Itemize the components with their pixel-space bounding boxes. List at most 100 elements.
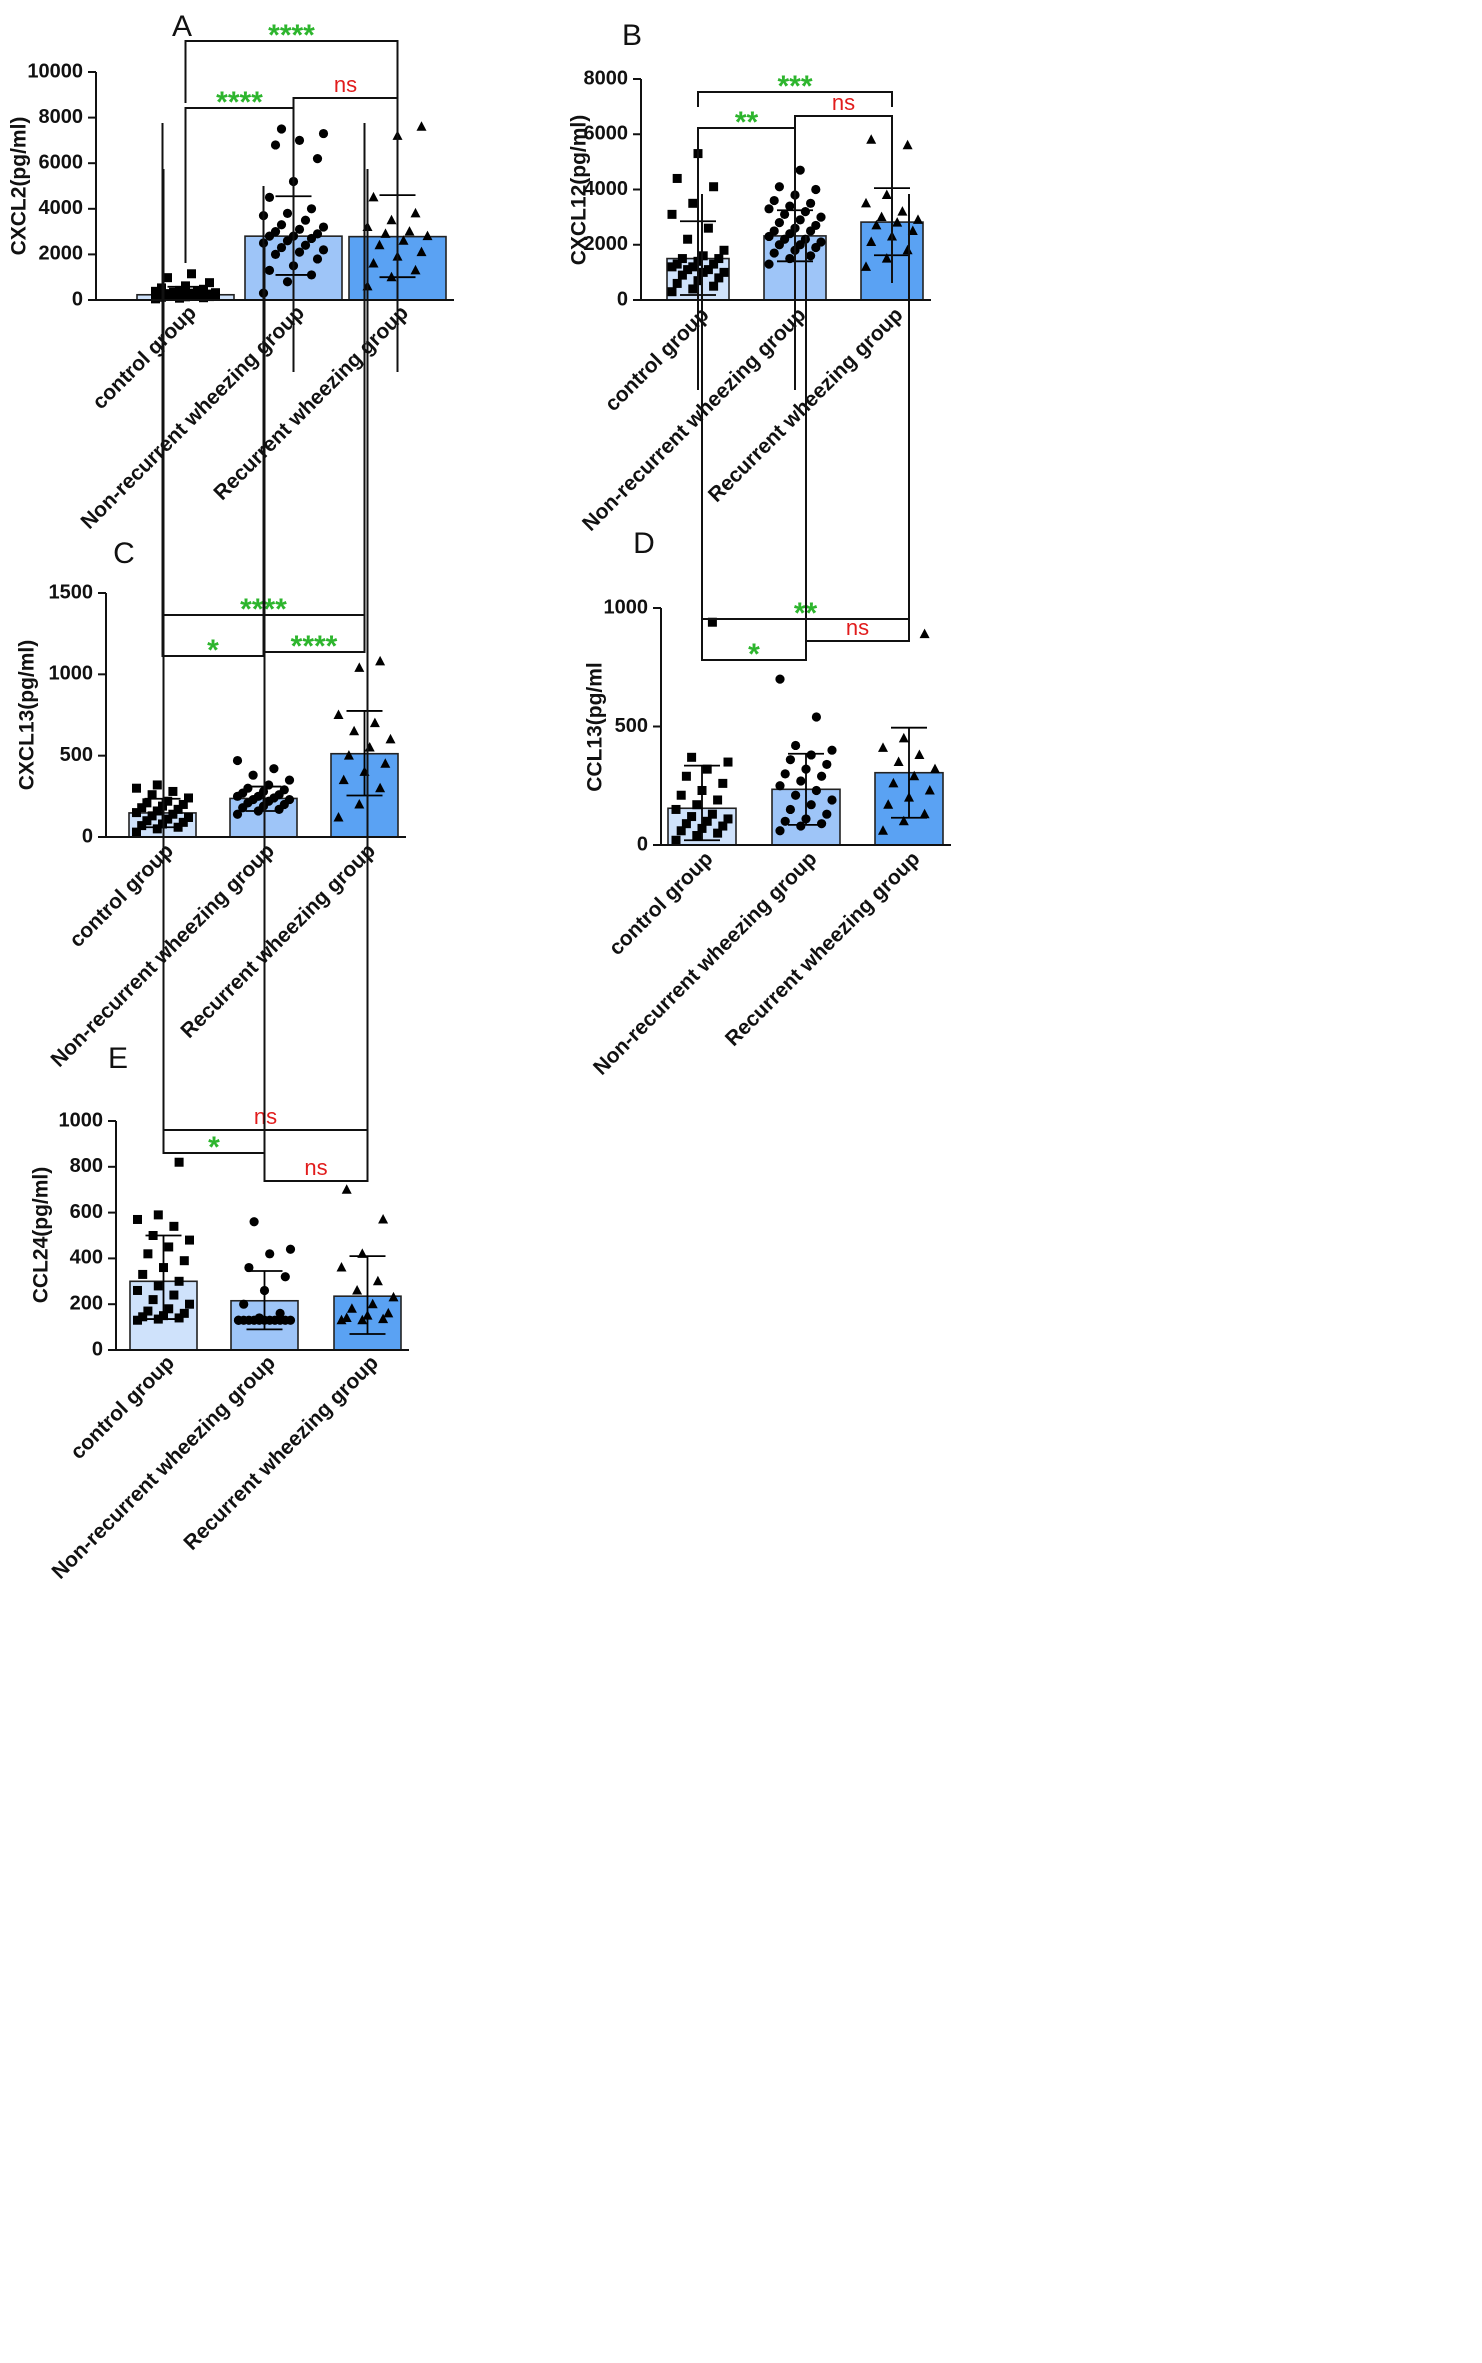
data-point bbox=[709, 182, 719, 192]
data-point bbox=[876, 211, 887, 222]
data-point bbox=[187, 288, 196, 298]
data-point bbox=[688, 198, 698, 208]
data-point bbox=[312, 229, 323, 239]
data-point bbox=[137, 803, 147, 813]
data-point bbox=[168, 786, 178, 796]
bracket-line bbox=[184, 40, 399, 103]
y-tick-label: 2000 bbox=[39, 243, 84, 265]
data-point bbox=[164, 1304, 174, 1314]
data-point bbox=[276, 124, 287, 134]
y-axis-label: CXCL2(pg/ml) bbox=[8, 117, 31, 256]
bracket-line bbox=[805, 388, 910, 642]
data-point bbox=[698, 267, 708, 277]
data-point bbox=[152, 806, 162, 816]
data-point bbox=[185, 1235, 194, 1245]
data-point bbox=[318, 128, 329, 139]
x-tick-label: Non-recurrent wheezing group bbox=[48, 1351, 280, 1583]
data-point bbox=[386, 214, 397, 225]
data-point bbox=[796, 821, 806, 831]
data-point bbox=[892, 217, 903, 227]
data-point bbox=[265, 1249, 275, 1259]
data-point bbox=[378, 1313, 389, 1324]
data-point bbox=[357, 1314, 368, 1325]
data-point bbox=[404, 226, 415, 236]
comparison-bracket: ns bbox=[805, 388, 910, 642]
data-point bbox=[683, 265, 693, 275]
data-point bbox=[184, 812, 193, 822]
data-point bbox=[897, 206, 908, 216]
data-point bbox=[888, 777, 899, 788]
data-point bbox=[341, 1312, 352, 1322]
data-point bbox=[878, 825, 888, 835]
y-tick-label: 4000 bbox=[584, 178, 629, 200]
data-point bbox=[861, 261, 871, 271]
data-point bbox=[138, 1269, 148, 1279]
x-tick-label: Recurrent wheezing group bbox=[721, 847, 925, 1051]
comparison-bracket: **** bbox=[184, 19, 399, 103]
data-point bbox=[133, 1285, 142, 1295]
data-point bbox=[780, 209, 790, 219]
data-point bbox=[822, 809, 832, 819]
data-point bbox=[164, 1242, 174, 1252]
data-point bbox=[769, 226, 779, 236]
data-point bbox=[349, 725, 360, 736]
comparison-bracket: ns bbox=[292, 72, 399, 372]
y-axis-label: CXCL12(pg/ml) bbox=[568, 115, 591, 266]
data-point bbox=[143, 1306, 153, 1316]
data-point bbox=[285, 1315, 296, 1325]
data-point bbox=[780, 816, 790, 826]
bracket-line bbox=[697, 91, 893, 107]
y-tick-label: 6000 bbox=[584, 123, 629, 145]
y-tick-label: 0 bbox=[637, 833, 648, 855]
data-point bbox=[714, 254, 724, 264]
data-point bbox=[667, 209, 677, 219]
data-point bbox=[827, 795, 837, 805]
data-point bbox=[919, 628, 930, 639]
data-point bbox=[175, 285, 184, 295]
significance-label: **** bbox=[291, 630, 338, 663]
data-point bbox=[806, 750, 816, 760]
data-point bbox=[827, 745, 837, 755]
y-tick-label: 500 bbox=[615, 715, 648, 737]
data-point bbox=[132, 808, 141, 818]
panel-a: A CXCL2(pg/ml) control groupNon-recurrent … bbox=[8, 10, 454, 534]
data-point bbox=[143, 1249, 153, 1259]
data-point bbox=[142, 816, 152, 826]
data-point bbox=[163, 796, 173, 806]
data-point bbox=[811, 785, 822, 796]
data-point bbox=[780, 769, 790, 779]
data-point bbox=[422, 230, 433, 241]
data-point bbox=[919, 808, 930, 819]
data-point bbox=[343, 750, 354, 760]
data-point bbox=[893, 756, 904, 767]
data-point bbox=[913, 214, 923, 224]
panel-letter: D bbox=[633, 527, 655, 560]
data-point bbox=[163, 814, 173, 824]
data-point bbox=[681, 771, 691, 781]
data-point bbox=[142, 798, 152, 808]
data-point bbox=[270, 1315, 280, 1325]
data-point bbox=[137, 821, 147, 831]
y-tick-label: 600 bbox=[70, 1201, 103, 1223]
group-2 bbox=[763, 165, 827, 301]
data-point bbox=[380, 758, 391, 768]
x-tick-label: Recurrent wheezing group bbox=[179, 1351, 383, 1555]
data-point bbox=[284, 794, 295, 805]
bracket-line bbox=[263, 364, 369, 1182]
data-point bbox=[688, 262, 698, 272]
data-point bbox=[132, 827, 141, 837]
significance-label: ns bbox=[846, 615, 869, 640]
data-point bbox=[800, 207, 811, 217]
data-point bbox=[232, 809, 243, 819]
data-point bbox=[769, 195, 779, 206]
panel-letter: E bbox=[108, 1042, 128, 1075]
bracket-line bbox=[292, 97, 399, 372]
data-point bbox=[133, 1214, 142, 1224]
data-point bbox=[791, 790, 801, 800]
data-point bbox=[336, 1262, 347, 1272]
data-point bbox=[184, 793, 193, 803]
data-point bbox=[179, 1256, 189, 1266]
data-point bbox=[672, 173, 682, 183]
data-point bbox=[205, 289, 214, 299]
